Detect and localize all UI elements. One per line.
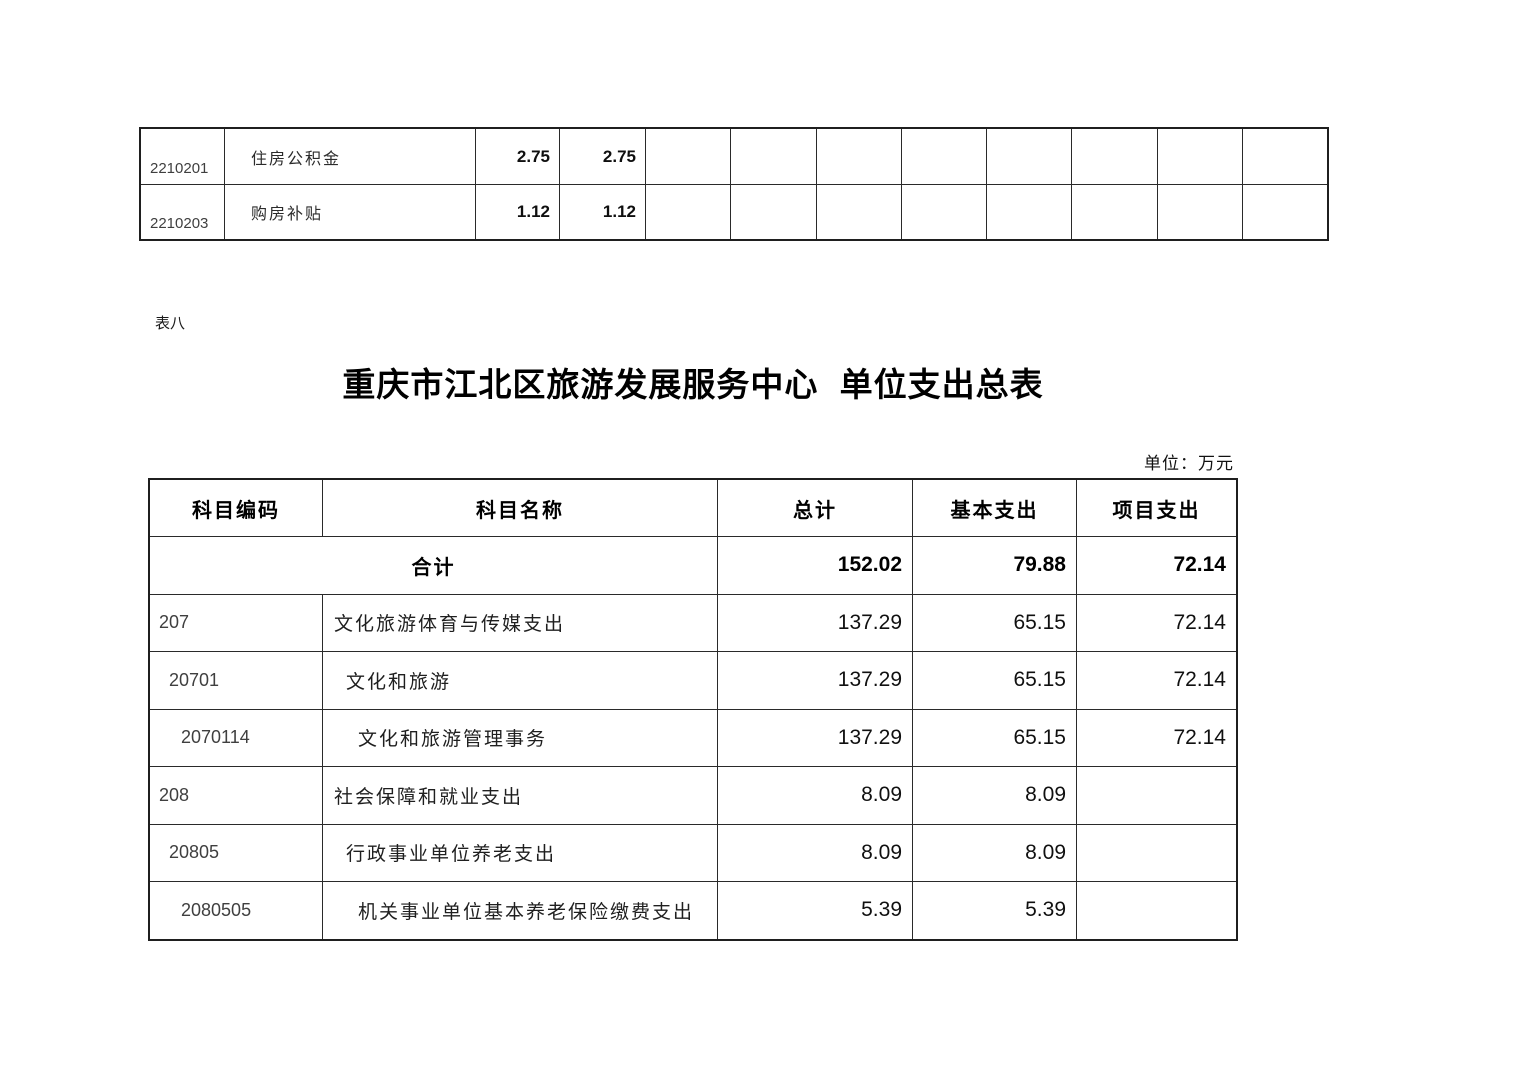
empty-cell bbox=[815, 184, 901, 239]
total-row-project: 72.14 bbox=[1076, 536, 1236, 594]
amount-project: 72.14 bbox=[1076, 593, 1236, 651]
subject-name: 机关事业单位基本养老保险缴费支出 bbox=[322, 881, 717, 939]
empty-cell bbox=[986, 184, 1072, 239]
continuation-table: 2210201 住房公积金 2.75 2.75 2210203 购房补贴 1.1… bbox=[139, 127, 1329, 241]
total-row-label: 合计 bbox=[150, 536, 717, 594]
empty-cell bbox=[1071, 129, 1156, 184]
amount-basic: 1.12 bbox=[559, 184, 645, 239]
amount-total: 137.29 bbox=[717, 708, 912, 766]
header-project: 项目支出 bbox=[1076, 480, 1236, 536]
empty-cell bbox=[1156, 184, 1242, 239]
empty-cell bbox=[730, 129, 815, 184]
amount-total: 5.39 bbox=[717, 881, 912, 939]
amount-basic: 65.15 bbox=[912, 708, 1076, 766]
subject-code: 2070114 bbox=[150, 708, 322, 767]
amount-total: 8.09 bbox=[717, 823, 912, 881]
unit-note: 单位：万元 bbox=[1144, 454, 1234, 473]
amount-total: 8.09 bbox=[717, 766, 912, 824]
subject-code: 20805 bbox=[150, 823, 322, 882]
expenditure-table: 科目编码 科目名称 总计 基本支出 项目支出 合计 152.02 79.88 7… bbox=[148, 478, 1238, 941]
amount-basic: 8.09 bbox=[912, 823, 1076, 881]
subject-name: 文化旅游体育与传媒支出 bbox=[322, 593, 717, 651]
amount-total: 2.75 bbox=[475, 129, 559, 184]
section-label: 表八 bbox=[155, 316, 186, 332]
subject-name: 社会保障和就业支出 bbox=[322, 766, 717, 824]
amount-project bbox=[1076, 823, 1236, 881]
amount-total: 137.29 bbox=[717, 651, 912, 709]
amount-total: 137.29 bbox=[717, 593, 912, 651]
subject-code: 207 bbox=[150, 593, 322, 652]
subject-code: 2080505 bbox=[150, 881, 322, 939]
amount-total: 1.12 bbox=[475, 184, 559, 239]
empty-cell bbox=[986, 129, 1071, 184]
amount-basic: 2.75 bbox=[559, 129, 645, 184]
total-row-total: 152.02 bbox=[717, 536, 912, 594]
empty-cell bbox=[1156, 129, 1242, 184]
amount-project bbox=[1076, 766, 1236, 824]
header-subject-name: 科目名称 bbox=[322, 480, 717, 536]
empty-cell bbox=[900, 129, 986, 184]
total-row-basic: 79.88 bbox=[912, 536, 1076, 594]
header-total: 总计 bbox=[717, 480, 912, 536]
header-subject-code: 科目编码 bbox=[192, 499, 280, 522]
empty-cell bbox=[1071, 184, 1157, 239]
subject-name: 文化和旅游管理事务 bbox=[322, 708, 717, 766]
amount-basic: 65.15 bbox=[912, 651, 1076, 709]
subject-code: 208 bbox=[150, 766, 322, 824]
amount-basic: 5.39 bbox=[912, 881, 1076, 939]
empty-cell bbox=[815, 129, 901, 184]
empty-cell bbox=[645, 184, 731, 239]
amount-project bbox=[1076, 881, 1236, 939]
amount-project: 72.14 bbox=[1076, 651, 1236, 709]
subject-name: 文化和旅游 bbox=[322, 651, 717, 709]
empty-cell bbox=[1241, 129, 1327, 184]
page-title: 重庆市江北区旅游发展服务中心 单位支出总表 bbox=[342, 368, 1044, 404]
amount-basic: 65.15 bbox=[912, 593, 1076, 651]
header-basic: 基本支出 bbox=[912, 480, 1076, 536]
subject-name: 行政事业单位养老支出 bbox=[322, 823, 717, 881]
subject-code: 20701 bbox=[150, 651, 322, 709]
subject-name: 住房公积金 bbox=[224, 129, 475, 184]
amount-project: 72.14 bbox=[1076, 708, 1236, 766]
empty-cell bbox=[730, 184, 816, 239]
empty-cell bbox=[645, 129, 730, 184]
empty-cell bbox=[900, 184, 986, 239]
subject-code: 2210203 bbox=[141, 184, 224, 239]
amount-basic: 8.09 bbox=[912, 766, 1076, 824]
subject-name: 购房补贴 bbox=[224, 184, 475, 239]
empty-cell bbox=[1241, 184, 1327, 239]
subject-code: 2210201 bbox=[150, 160, 209, 177]
